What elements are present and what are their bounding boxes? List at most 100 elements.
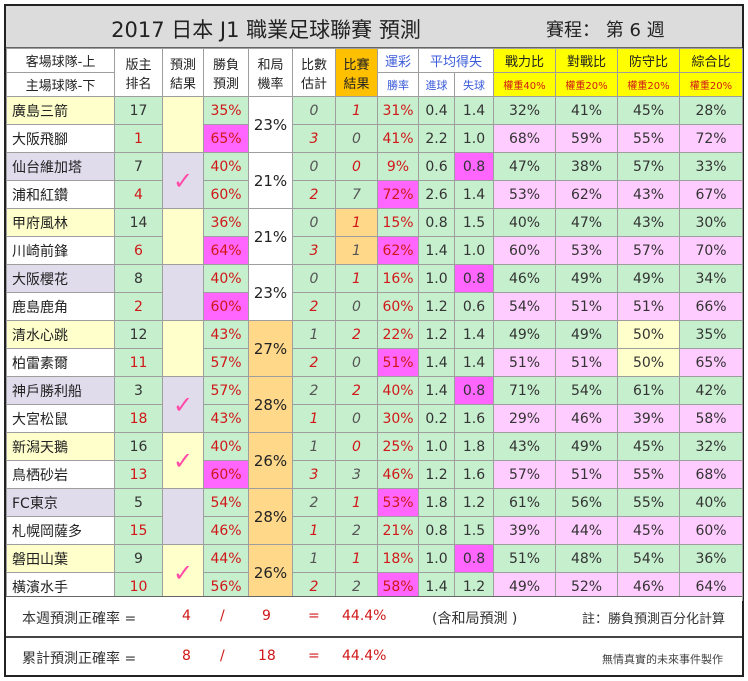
schedule-label: 賽程： 第 6 週 <box>546 20 665 41</box>
prediction-check: ✓ <box>162 544 204 601</box>
defense-ratio: 55% <box>617 460 681 489</box>
header-overall-weight: 權重20% <box>679 72 744 97</box>
match-result: 0 <box>335 404 378 433</box>
lottery-rate: 72% <box>377 180 419 209</box>
goals-against: 1.6 <box>453 404 495 433</box>
defense-ratio: 57% <box>617 152 681 181</box>
team-name: 仙台維加塔 <box>6 152 115 181</box>
goals-for: 0.2 <box>418 404 455 433</box>
week-total: 9 <box>262 608 271 624</box>
h2h-ratio: 51% <box>555 292 619 321</box>
h2h-ratio: 48% <box>555 544 619 573</box>
goals-for: 1.2 <box>418 292 455 321</box>
table-row: FC東京 5 54% 28% 2 1 53% 1.8 1.2 61% 56% 55% 40% <box>6 488 744 545</box>
rank-cell: 2 <box>114 292 163 321</box>
score-estimate: 3 <box>292 236 336 265</box>
team-name: 廣島三箭 <box>6 96 115 125</box>
cumulative-accuracy-row: 累計預測正確率 = 8 / 18 = 44.4% 無情真實的未來事件製作 <box>6 636 742 675</box>
winloss-pct: 40% <box>203 152 249 181</box>
winloss-pct: 43% <box>203 404 249 433</box>
match-result: 2 <box>335 376 378 405</box>
rank-cell: 1 <box>114 124 163 153</box>
overall-ratio: 40% <box>679 488 744 517</box>
header-match-result: 比賽 結果 <box>335 48 378 97</box>
draw-prob: 27% <box>248 320 293 377</box>
goals-for: 2.6 <box>418 180 455 209</box>
rank-cell: 9 <box>114 544 163 573</box>
overall-ratio: 34% <box>679 264 744 293</box>
lottery-rate: 40% <box>377 376 419 405</box>
cum-eq: = <box>308 648 320 664</box>
goals-against: 1.0 <box>453 236 495 265</box>
h2h-ratio: 49% <box>555 432 619 461</box>
rank-cell: 10 <box>114 572 163 601</box>
table-row: 磐田山葉 9 ✓ 44% 26% 1 1 18% 1.0 0.8 51% 48% 54% 36% <box>6 544 744 601</box>
overall-ratio: 32% <box>679 432 744 461</box>
winloss-pct: 43% <box>203 320 249 349</box>
header-lottery-sub: 勝率 <box>377 72 419 97</box>
match-result: 0 <box>335 432 378 461</box>
cum-rate: 44.4% <box>342 648 387 664</box>
defense-ratio: 45% <box>617 516 681 545</box>
overall-ratio: 68% <box>679 460 744 489</box>
match-result: 0 <box>335 152 378 181</box>
lottery-rate: 25% <box>377 432 419 461</box>
score-estimate: 1 <box>292 432 336 461</box>
score-estimate: 1 <box>292 404 336 433</box>
prediction-check: ✓ <box>162 432 204 489</box>
team-name: 鳥栖砂岩 <box>6 460 115 489</box>
header-defense-weight: 權重20% <box>617 72 681 97</box>
score-estimate: 2 <box>292 180 336 209</box>
h2h-ratio: 51% <box>555 348 619 377</box>
lottery-rate: 53% <box>377 488 419 517</box>
header-power-weight: 權重40% <box>493 72 557 97</box>
power-ratio: 46% <box>493 264 557 293</box>
team-name: 川崎前鋒 <box>6 236 115 265</box>
defense-ratio: 43% <box>617 208 681 237</box>
power-ratio: 47% <box>493 152 557 181</box>
lottery-rate: 21% <box>377 516 419 545</box>
defense-ratio: 43% <box>617 180 681 209</box>
winloss-pct: 60% <box>203 460 249 489</box>
header-winloss: 勝負 預測 <box>203 48 249 97</box>
h2h-ratio: 38% <box>555 152 619 181</box>
defense-ratio: 54% <box>617 544 681 573</box>
goals-for: 1.0 <box>418 264 455 293</box>
prediction-check: ✓ <box>162 152 204 209</box>
draw-prob: 23% <box>248 96 293 153</box>
match-result: 2 <box>335 320 378 349</box>
cum-label: 累計預測正確率 = <box>22 651 137 667</box>
score-estimate: 0 <box>292 208 336 237</box>
team-name: 大阪櫻花 <box>6 264 115 293</box>
lottery-rate: 15% <box>377 208 419 237</box>
power-ratio: 54% <box>493 292 557 321</box>
lottery-rate: 16% <box>377 264 419 293</box>
winloss-pct: 60% <box>203 180 249 209</box>
winloss-pct: 40% <box>203 264 249 293</box>
winloss-pct: 36% <box>203 208 249 237</box>
goals-for: 1.0 <box>418 544 455 573</box>
lottery-rate: 31% <box>377 96 419 125</box>
overall-ratio: 33% <box>679 152 744 181</box>
score-estimate: 2 <box>292 488 336 517</box>
header-lottery: 運彩 <box>377 48 419 73</box>
table-row: 清水心跳 12 43% 27% 1 2 22% 1.2 1.4 49% 49% 50% 35% <box>6 320 744 377</box>
table-row: 浦和紅鑽 4 60% 2 7 72% 2.6 1.4 53% 62% 43% 67% <box>6 180 744 209</box>
overall-ratio: 67% <box>679 180 744 209</box>
prediction-sheet: 2017 日本 J1 職業足球聯賽 預測 賽程： 第 6 週 客場球隊-上 版主… <box>4 4 744 677</box>
h2h-ratio: 47% <box>555 208 619 237</box>
goals-for: 1.4 <box>418 376 455 405</box>
goals-against: 0.8 <box>453 376 495 405</box>
overall-ratio: 66% <box>679 292 744 321</box>
winloss-pct: 54% <box>203 488 249 517</box>
prediction-check <box>162 208 204 265</box>
team-name: FC東京 <box>6 488 115 517</box>
rank-cell: 16 <box>114 432 163 461</box>
goals-for: 0.6 <box>418 152 455 181</box>
goals-for: 1.4 <box>418 348 455 377</box>
table-row: 川崎前鋒 6 64% 3 1 62% 1.4 1.0 60% 53% 57% 70% <box>6 236 744 265</box>
prediction-check <box>162 488 204 545</box>
prediction-check <box>162 320 204 377</box>
winloss-pct: 60% <box>203 292 249 321</box>
header-goals-against: 失球 <box>453 72 495 97</box>
